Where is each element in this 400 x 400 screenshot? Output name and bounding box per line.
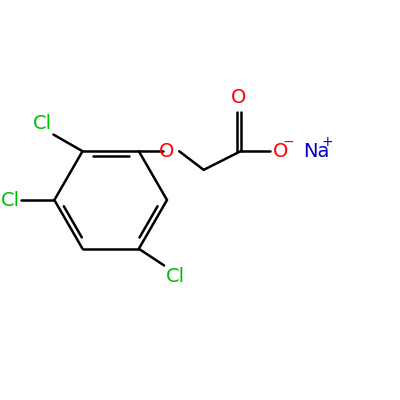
Text: +: +	[321, 134, 333, 148]
Text: Na: Na	[303, 142, 329, 161]
Text: Cl: Cl	[33, 114, 52, 133]
Text: O: O	[231, 88, 246, 106]
Text: −: −	[282, 134, 294, 148]
Text: O: O	[273, 142, 288, 161]
Text: Cl: Cl	[166, 267, 185, 286]
Text: Cl: Cl	[1, 190, 20, 210]
Text: O: O	[159, 142, 174, 161]
